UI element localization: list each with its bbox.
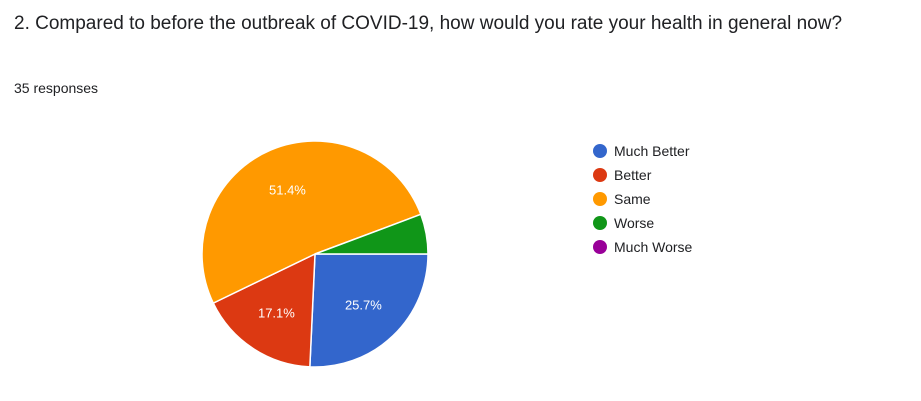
legend-item-much-worse[interactable]: Much Worse bbox=[593, 235, 692, 259]
legend-label: Same bbox=[614, 191, 651, 207]
slice-label-same: 51.4% bbox=[269, 183, 306, 198]
legend-label: Much Better bbox=[614, 143, 690, 159]
pie-slice-worse[interactable] bbox=[314, 213, 429, 255]
pie-slice-better[interactable] bbox=[212, 252, 316, 368]
legend-item-same[interactable]: Same bbox=[593, 187, 692, 211]
slice-label-better: 17.1% bbox=[258, 305, 295, 320]
pie-slice-much-better[interactable] bbox=[309, 253, 429, 368]
legend-item-much-better[interactable]: Much Better bbox=[593, 139, 692, 163]
legend-label: Much Worse bbox=[614, 239, 693, 255]
legend-swatch-icon bbox=[593, 192, 607, 206]
legend-swatch-icon bbox=[593, 216, 607, 230]
legend-item-better[interactable]: Better bbox=[593, 163, 692, 187]
pie-slice-same[interactable] bbox=[201, 140, 422, 305]
legend-swatch-icon bbox=[593, 144, 607, 158]
legend-swatch-icon bbox=[593, 240, 607, 254]
legend-label: Better bbox=[614, 167, 652, 183]
response-count: 35 responses bbox=[14, 80, 99, 96]
legend-label: Worse bbox=[614, 215, 655, 231]
question-title: 2. Compared to before the outbreak of CO… bbox=[14, 13, 843, 34]
slice-label-much-better: 25.7% bbox=[345, 298, 382, 313]
legend-item-worse[interactable]: Worse bbox=[593, 211, 692, 235]
chart-legend: Much Better Better Same Worse Much Worse bbox=[593, 139, 692, 259]
legend-swatch-icon bbox=[593, 168, 607, 182]
